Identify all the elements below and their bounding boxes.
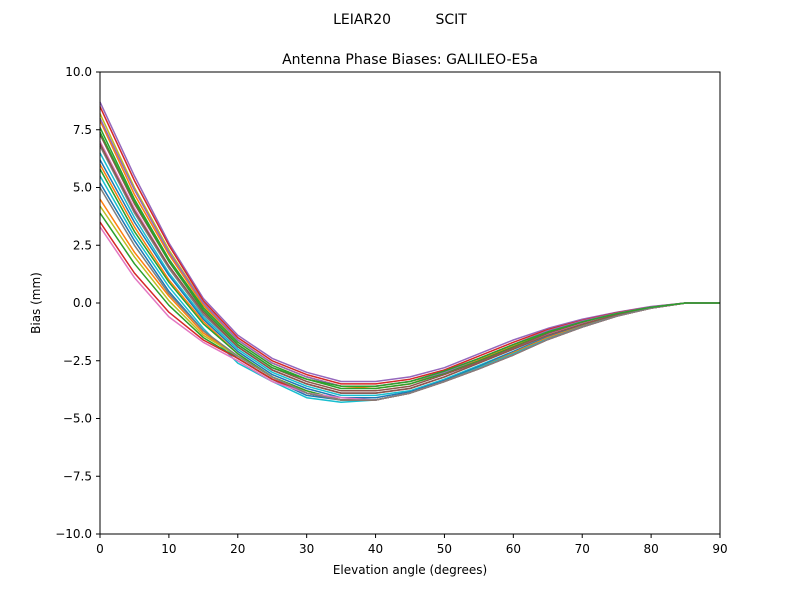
x-tick-label: 70 xyxy=(575,542,590,556)
x-axis-label: Elevation angle (degrees) xyxy=(333,563,487,577)
y-tick-label: 5.0 xyxy=(73,181,92,195)
series-line-9 xyxy=(99,159,720,399)
x-tick-label: 30 xyxy=(299,542,314,556)
series-line-1 xyxy=(99,106,720,385)
x-tick-label: 90 xyxy=(712,542,727,556)
series-line-0 xyxy=(99,101,720,383)
y-tick-label: 0.0 xyxy=(73,296,92,310)
x-tick-label: 80 xyxy=(643,542,658,556)
x-tick-label: 20 xyxy=(230,542,245,556)
series-line-8 xyxy=(99,152,720,397)
y-tick-label: −5.0 xyxy=(63,412,92,426)
chart-title: Antenna Phase Biases: GALILEO-E5a xyxy=(282,52,538,68)
series-line-20 xyxy=(99,143,720,394)
x-tick-label: 0 xyxy=(96,542,104,556)
series-line-4 xyxy=(99,127,720,390)
series-layer xyxy=(99,101,720,404)
series-line-21 xyxy=(99,187,720,401)
y-tick-label: 10.0 xyxy=(65,65,92,79)
x-tick-label: 60 xyxy=(506,542,521,556)
y-tick-label: −2.5 xyxy=(63,354,92,368)
y-axis-ticks: −10.0 −7.5 −5.0 −2.5 0.0 2.5 5.0 7.5 10.0 xyxy=(55,65,100,541)
x-axis-ticks: 0 10 20 30 40 50 60 70 80 90 xyxy=(96,534,728,556)
y-tick-label: −10.0 xyxy=(55,527,92,541)
x-tick-label: 40 xyxy=(368,542,383,556)
y-tick-label: −7.5 xyxy=(63,469,92,483)
series-line-19 xyxy=(99,117,720,387)
series-line-6 xyxy=(99,140,720,394)
y-tick-label: 2.5 xyxy=(73,238,92,252)
series-line-22 xyxy=(99,131,720,387)
x-tick-label: 50 xyxy=(437,542,452,556)
chart-suptitle: LEIAR20 SCIT xyxy=(333,12,467,28)
y-axis-label: Bias (mm) xyxy=(29,272,43,334)
series-line-7 xyxy=(99,145,720,394)
y-tick-label: 7.5 xyxy=(73,123,92,137)
series-line-5 xyxy=(99,134,720,392)
x-tick-label: 10 xyxy=(161,542,176,556)
series-line-2 xyxy=(99,113,720,387)
series-line-13 xyxy=(99,182,720,401)
series-line-3 xyxy=(99,120,720,390)
